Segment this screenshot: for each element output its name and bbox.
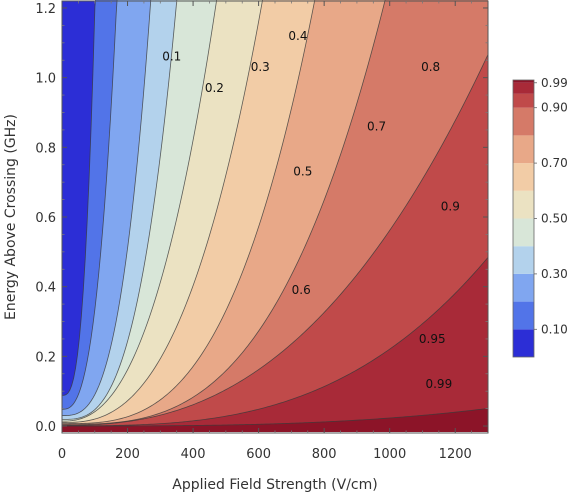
contour-label: 0.3 xyxy=(251,60,270,74)
legend-label: 0.10 xyxy=(541,322,568,336)
y-tick-label: 0.0 xyxy=(35,420,56,435)
y-tick-label: 1.0 xyxy=(35,72,56,87)
legend-swatch xyxy=(513,93,534,108)
legend-label: 0.50 xyxy=(541,212,568,226)
contour-label: 0.4 xyxy=(288,29,307,43)
contour-label: 0.9 xyxy=(441,200,460,214)
contour-labels: 0.1 0.2 0.3 0.4 0.5 0.6 0.7 0.8 0.9 0.95 0.99 xyxy=(162,29,460,391)
contour-label: 0.7 xyxy=(367,119,386,133)
contour-label: 0.95 xyxy=(419,332,446,346)
contour-band xyxy=(62,257,488,432)
contour-label: 0.6 xyxy=(292,283,311,297)
x-tick-label: 400 xyxy=(181,447,206,462)
y-axis: 0.0 0.2 0.4 0.6 0.8 1.0 1.2 xyxy=(35,2,488,435)
x-tick-label: 200 xyxy=(115,447,140,462)
legend-swatch xyxy=(513,80,534,83)
contour-lines xyxy=(62,0,488,427)
contour-line xyxy=(62,0,152,416)
y-tick-label: 0.2 xyxy=(35,350,56,365)
legend-swatch xyxy=(513,163,534,191)
contour-bands xyxy=(62,0,488,432)
contour-label: 0.99 xyxy=(425,377,452,391)
x-tick-label: 800 xyxy=(312,447,337,462)
contour-line xyxy=(62,54,488,426)
x-axis: 0 200 400 600 800 1000 1200 xyxy=(58,1,473,462)
x-tick-label: 600 xyxy=(246,447,271,462)
y-tick-label: 0.8 xyxy=(35,141,56,156)
legend-swatch xyxy=(513,135,534,164)
contour-label: 0.5 xyxy=(293,165,312,179)
x-tick-label: 0 xyxy=(58,447,66,462)
legend-label: 0.90 xyxy=(541,101,568,115)
contour-line xyxy=(62,0,218,422)
x-tick-label: 1200 xyxy=(439,447,472,462)
x-tick-label: 1000 xyxy=(373,447,406,462)
contour-line xyxy=(62,0,316,424)
contour-line xyxy=(62,0,178,420)
contour-line xyxy=(62,257,488,427)
legend-swatch xyxy=(513,273,534,302)
y-tick-label: 0.6 xyxy=(35,211,56,226)
contour-line xyxy=(62,407,488,427)
legend-swatch xyxy=(513,329,534,357)
legend-swatch xyxy=(513,190,534,219)
legend-swatch xyxy=(513,107,534,136)
x-axis-title: Applied Field Strength (V/cm) xyxy=(172,477,377,493)
contour-line xyxy=(62,0,263,423)
legend-swatch xyxy=(513,246,534,274)
y-axis-title: Energy Above Crossing (GHz) xyxy=(3,114,19,320)
legend-label: 0.99 xyxy=(541,76,568,90)
legend-swatch xyxy=(513,218,534,247)
contour-band xyxy=(62,54,488,432)
contour-label: 0.1 xyxy=(162,50,181,64)
legend-label: 0.30 xyxy=(541,267,568,281)
contour-label: 0.8 xyxy=(421,60,440,74)
legend-swatch xyxy=(513,82,534,94)
contour-label: 0.2 xyxy=(205,81,224,95)
contour-line xyxy=(62,0,386,425)
y-tick-label: 0.4 xyxy=(35,281,56,296)
legend: 0.99 0.90 0.70 0.50 0.30 0.10 xyxy=(512,76,568,358)
legend-swatch xyxy=(513,301,534,330)
y-tick-label: 1.2 xyxy=(35,2,56,17)
legend-label: 0.70 xyxy=(541,156,568,170)
